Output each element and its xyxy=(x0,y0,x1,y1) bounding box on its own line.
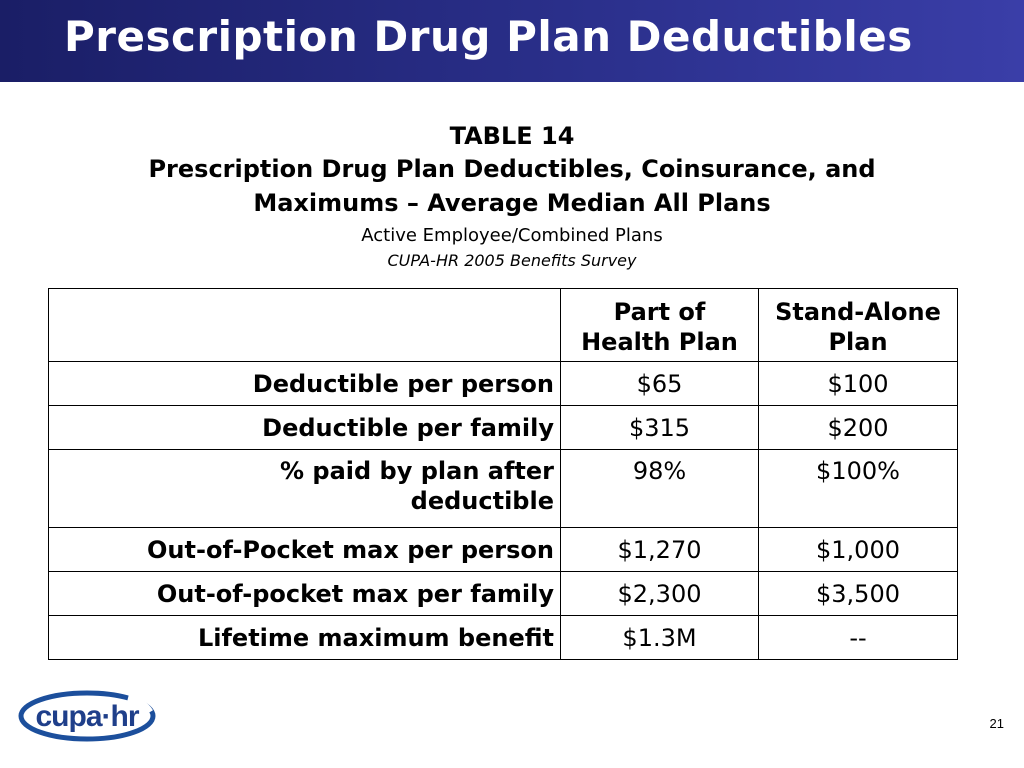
column-header-line1: Part of xyxy=(613,298,706,326)
cell-health-plan: $65 xyxy=(560,361,759,406)
row-label: Out-of-pocket max per family xyxy=(48,571,561,616)
row-label-line2: deductible xyxy=(410,487,554,515)
column-header-line2: Plan xyxy=(828,328,888,356)
cell-health-plan: $315 xyxy=(560,405,759,450)
slide-title: Prescription Drug Plan Deductibles xyxy=(64,12,913,61)
column-header-line2: Health Plan xyxy=(581,328,738,356)
table-row: Lifetime maximum benefit $1.3M -- xyxy=(48,615,958,660)
cell-health-plan: $2,300 xyxy=(560,571,759,616)
table-row: Out-of-pocket max per family $2,300 $3,5… xyxy=(48,571,958,616)
table-source: CUPA-HR 2005 Benefits Survey xyxy=(387,251,637,270)
cell-health-plan: 98% xyxy=(560,449,759,528)
cell-stand-alone: $200 xyxy=(758,405,958,450)
column-header-stand-alone: Stand-Alone Plan xyxy=(758,288,958,362)
data-table: Part of Health Plan Stand-Alone Plan Ded… xyxy=(48,288,958,660)
logo-text: cupa·hr xyxy=(35,700,139,733)
logo-ring xyxy=(18,690,156,742)
cell-stand-alone: -- xyxy=(758,615,958,660)
title-bar: Prescription Drug Plan Deductibles xyxy=(0,0,1024,82)
table-title-line1: Prescription Drug Plan Deductibles, Coin… xyxy=(148,155,876,183)
table-label: TABLE 14 xyxy=(449,122,575,150)
row-label: % paid by plan after deductible xyxy=(48,449,561,528)
table-title-line2: Maximums – Average Median All Plans xyxy=(253,189,771,217)
cell-stand-alone: $100% xyxy=(758,449,958,528)
header-blank-cell xyxy=(48,288,561,362)
table-row: % paid by plan after deductible 98% $100… xyxy=(48,449,958,528)
page-number: 21 xyxy=(989,716,1004,731)
column-header-line1: Stand-Alone xyxy=(775,298,941,326)
table-subtitle: Active Employee/Combined Plans xyxy=(361,225,663,246)
table-heading: TABLE 14 Prescription Drug Plan Deductib… xyxy=(40,120,984,272)
logo-ring-gap xyxy=(127,694,154,714)
table-header-row: Part of Health Plan Stand-Alone Plan xyxy=(48,288,958,362)
cell-stand-alone: $1,000 xyxy=(758,527,958,572)
row-label: Deductible per person xyxy=(48,361,561,406)
table-row: Deductible per person $65 $100 xyxy=(48,361,958,406)
row-label: Out-of-Pocket max per person xyxy=(48,527,561,572)
row-label-line1: % paid by plan after xyxy=(280,457,554,485)
cupa-hr-logo: cupa·hr xyxy=(18,690,156,742)
column-header-health-plan: Part of Health Plan xyxy=(560,288,759,362)
cell-stand-alone: $3,500 xyxy=(758,571,958,616)
cell-health-plan: $1,270 xyxy=(560,527,759,572)
cell-health-plan: $1.3M xyxy=(560,615,759,660)
row-label: Deductible per family xyxy=(48,405,561,450)
row-label: Lifetime maximum benefit xyxy=(48,615,561,660)
table-row: Deductible per family $315 $200 xyxy=(48,405,958,450)
table-row: Out-of-Pocket max per person $1,270 $1,0… xyxy=(48,527,958,572)
cell-stand-alone: $100 xyxy=(758,361,958,406)
